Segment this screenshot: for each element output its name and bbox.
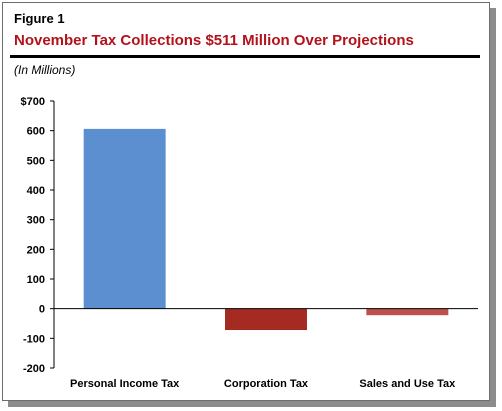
x-category-label: Corporation Tax: [224, 378, 309, 390]
y-tick-label: 300: [27, 215, 45, 227]
x-category-label: Personal Income Tax: [70, 378, 180, 390]
y-tick-label: 100: [27, 274, 45, 286]
bar: [225, 308, 307, 331]
units-label: (In Millions): [14, 63, 76, 77]
chart-title: November Tax Collections $511 Million Ov…: [14, 32, 414, 49]
y-tick-label: $700: [21, 96, 45, 108]
y-tick-label: 500: [27, 155, 45, 167]
y-tick-label: 200: [27, 244, 45, 256]
y-tick-label: 0: [39, 304, 45, 316]
figure-frame: [2, 2, 490, 401]
x-category-label: Sales and Use Tax: [359, 378, 456, 390]
title-rule: [10, 55, 480, 58]
y-tick-label: 400: [27, 185, 45, 197]
bar: [366, 308, 449, 316]
bar: [83, 128, 166, 309]
y-tick-label: -100: [23, 333, 45, 345]
figure-label: Figure 1: [14, 11, 65, 26]
y-tick-label: -200: [23, 363, 45, 375]
y-tick-label: 600: [27, 126, 45, 138]
